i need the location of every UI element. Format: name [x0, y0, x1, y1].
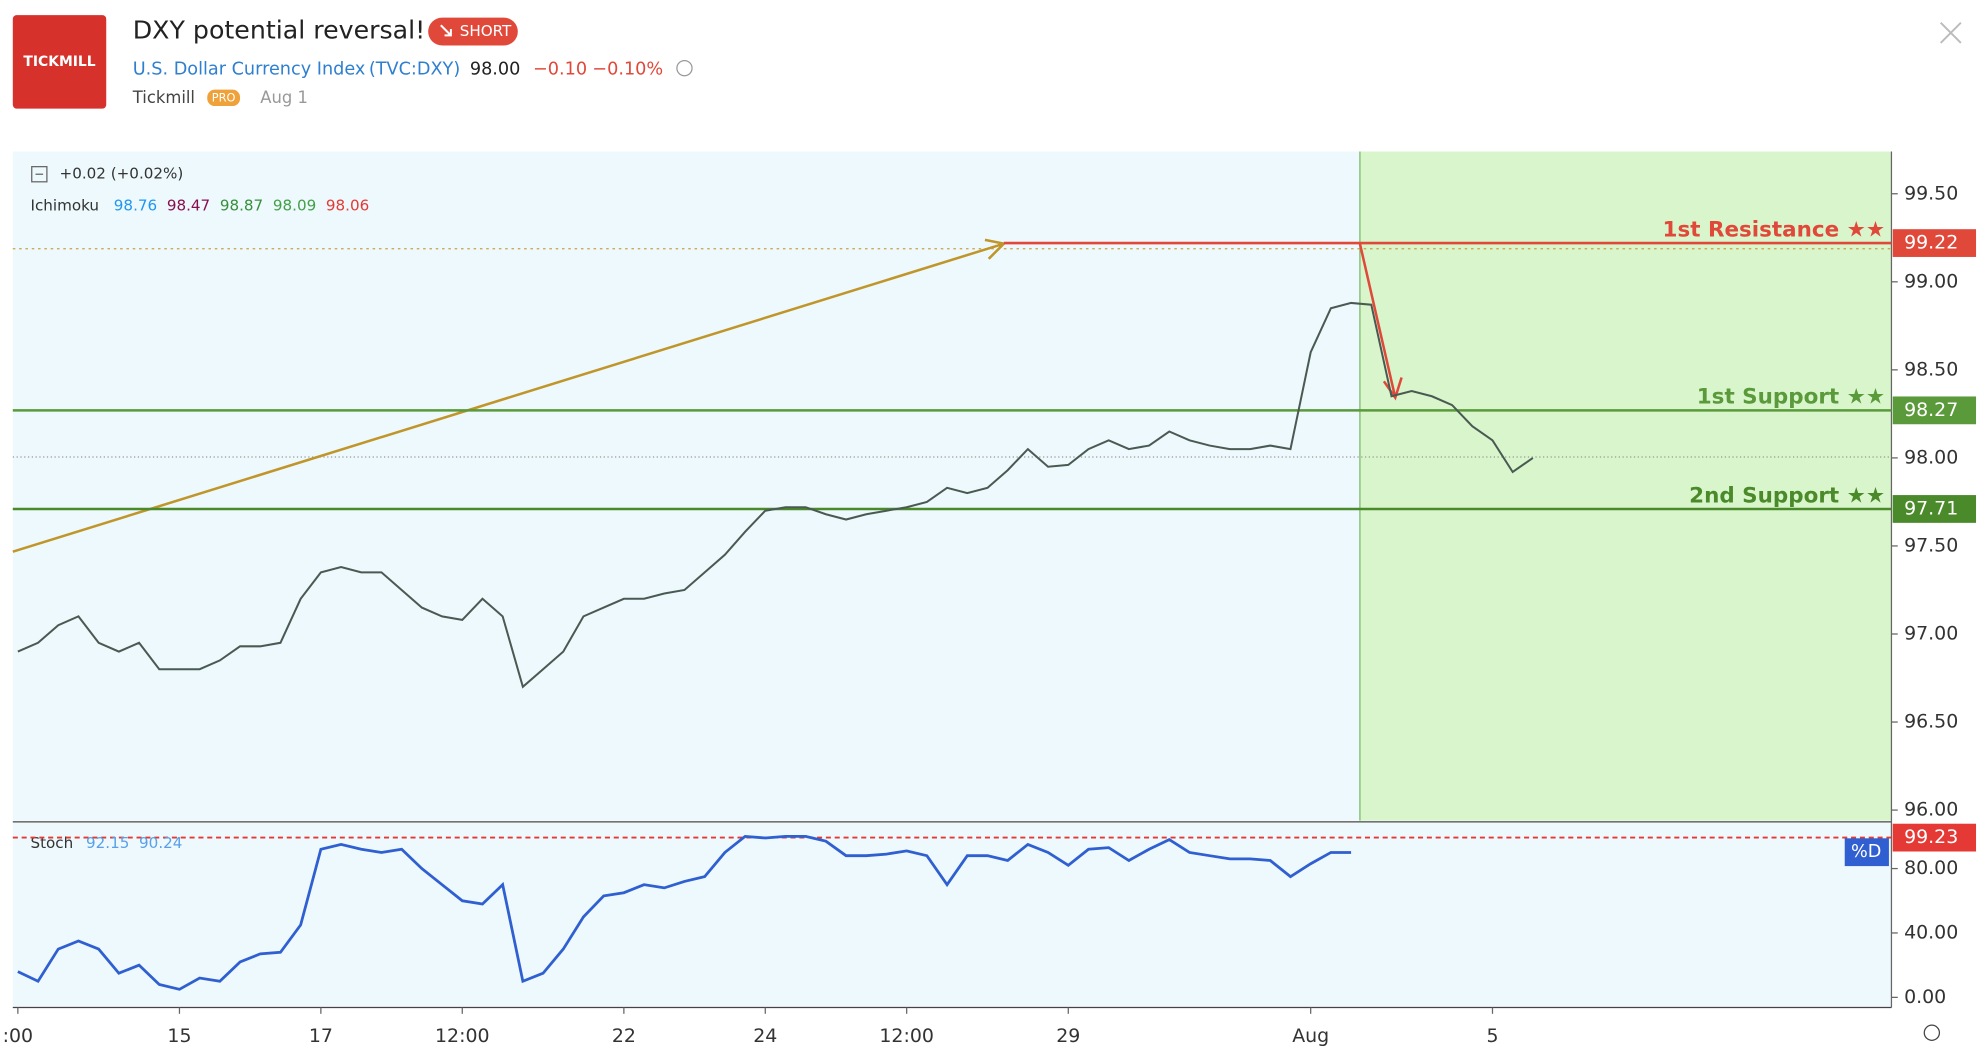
x-tick-label: 15	[167, 1025, 191, 1047]
change: −0.10	[533, 59, 587, 79]
level-badge	[1892, 823, 1977, 852]
stoch-value: 92.15	[86, 834, 129, 852]
level-badge	[1892, 396, 1977, 425]
indicator-value: 98.87	[220, 196, 263, 214]
y-tick-label: 98.00	[1904, 446, 1958, 468]
short-text: SHORT	[460, 22, 512, 40]
d-badge-text: %D	[1851, 842, 1881, 862]
stoch-pane	[12, 823, 1892, 1008]
y-tick-label: 96.00	[1904, 799, 1958, 821]
idea-title: DXY potential reversal!	[133, 16, 426, 45]
x-tick-label: 17	[309, 1025, 333, 1047]
level-value: 98.27	[1904, 399, 1958, 421]
y-tick-label: 0.00	[1904, 986, 1946, 1008]
level-badge	[1892, 495, 1977, 523]
logo	[12, 15, 107, 109]
drop-arrowhead	[1382, 377, 1403, 401]
short-badge	[428, 17, 518, 46]
trend-arrow	[12, 242, 1005, 553]
indicator-name: Ichimoku	[30, 196, 99, 214]
d-badge	[1844, 838, 1889, 867]
settings-icon[interactable]	[1923, 1024, 1941, 1041]
indicator-value: 98.76	[114, 196, 157, 214]
level-label: 2nd Support ★★	[1689, 483, 1885, 508]
pro-badge	[207, 89, 241, 107]
y-tick-label: 40.00	[1904, 921, 1958, 943]
collapse-icon[interactable]	[31, 166, 48, 183]
indicator-value: 98.06	[326, 196, 369, 214]
close-button[interactable]	[1940, 22, 1962, 44]
price-line	[17, 301, 1534, 689]
x-tick-label: 5	[1486, 1025, 1498, 1047]
stoch-value: 90.24	[139, 834, 182, 852]
indicator-value: 98.47	[167, 196, 210, 214]
y-tick-label: 99.50	[1904, 182, 1958, 204]
level-value: 97.71	[1904, 497, 1958, 519]
x-tick-label: Aug	[1292, 1025, 1329, 1047]
price-line	[17, 834, 1352, 991]
legend-change: +0.02 (+0.02%)	[60, 165, 184, 183]
price: 98.00	[470, 59, 521, 79]
x-tick-label: :00	[3, 1025, 33, 1047]
y-tick-label: 96.50	[1904, 711, 1958, 733]
y-tick-label: 98.50	[1904, 358, 1958, 380]
date: Aug 1	[260, 88, 308, 107]
y-tick-label: 97.50	[1904, 534, 1958, 556]
change-pct: −0.10%	[592, 59, 663, 79]
symbol[interactable]: U.S. Dollar Currency Index	[133, 59, 366, 79]
drop-arrow	[1358, 243, 1397, 398]
y-tick-label: 80.00	[1904, 857, 1958, 879]
target-zone	[1359, 151, 1892, 821]
logo-text: TICKMILL	[23, 54, 95, 70]
x-tick-label: 12:00	[435, 1025, 490, 1047]
x-tick-label: 12:00	[879, 1025, 934, 1047]
indicator-value: 98.09	[273, 196, 316, 214]
alert-icon[interactable]	[676, 59, 693, 77]
author[interactable]: Tickmill	[132, 88, 195, 107]
level-value: 99.22	[1904, 232, 1958, 254]
level-badge	[1892, 229, 1977, 257]
level-value: 99.23	[1904, 826, 1958, 848]
level-label: 1st Resistance ★★	[1663, 217, 1886, 242]
x-tick-label: 24	[753, 1025, 777, 1047]
level-label: 1st Support ★★	[1697, 385, 1885, 410]
ticker[interactable]: (TVC:DXY)	[369, 59, 460, 79]
y-tick-label: 97.00	[1904, 622, 1958, 644]
y-tick-label: 99.00	[1904, 270, 1958, 292]
pro-text: PRO	[212, 90, 236, 104]
x-tick-label: 22	[612, 1025, 636, 1047]
x-tick-label: 29	[1056, 1025, 1080, 1047]
stoch-name: Stoch	[30, 834, 73, 852]
short-arrow	[440, 24, 452, 37]
